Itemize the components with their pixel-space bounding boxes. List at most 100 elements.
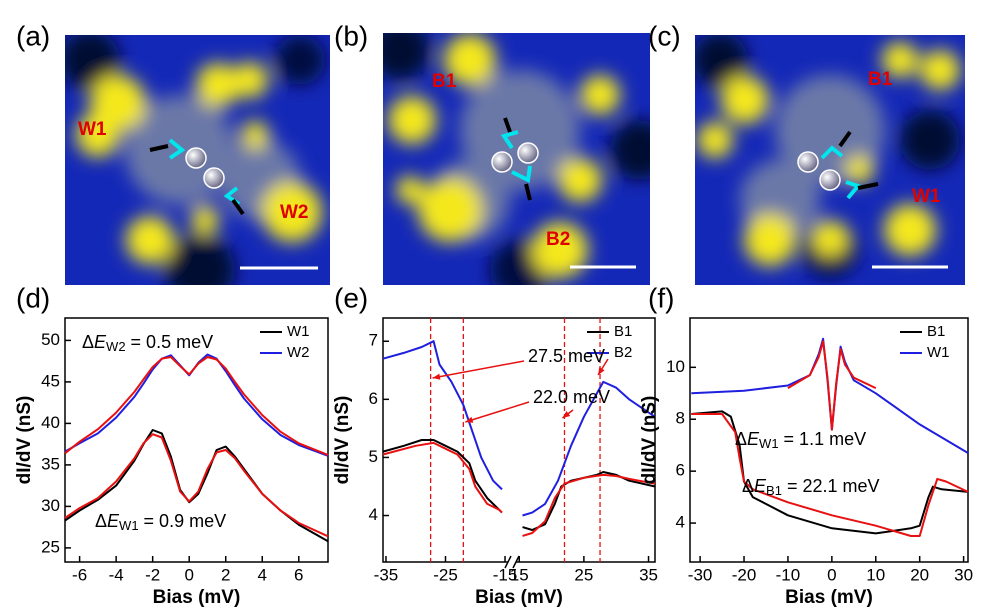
x-tick-label: 30 [954, 565, 973, 584]
legend-label: W2 [287, 344, 310, 361]
annotation-part: W1 [759, 436, 779, 451]
x-tick-label: 25 [574, 565, 593, 584]
annotation-part: B1 [766, 483, 782, 498]
annotation: ΔEW1 = 0.9 meV [95, 511, 226, 534]
x-tick-label: 35 [639, 565, 658, 584]
arrow-head [562, 411, 571, 418]
annotation-part: Δ [735, 429, 747, 449]
arrow [465, 401, 530, 423]
stm-image [383, 33, 650, 285]
site-label: B1 [868, 69, 893, 90]
annotation-part: W2 [106, 339, 126, 354]
panel-label: (a) [16, 20, 50, 51]
data-line [787, 340, 877, 431]
annotation-part: E [107, 511, 120, 531]
annotation-part: Δ [82, 332, 94, 352]
panel-label: (c) [648, 20, 681, 51]
data-line [382, 441, 656, 537]
annotation-part: Δ [95, 511, 107, 531]
annotation: ΔEB1 = 22.1 meV [742, 476, 880, 499]
arrow [432, 360, 525, 379]
legend-label: B2 [614, 344, 632, 361]
y-axis-label: dI/dV (nS) [639, 396, 660, 485]
panel-label: (f) [648, 282, 674, 313]
molecule-icon [149, 117, 879, 216]
plot-frame [689, 317, 969, 563]
x-tick-label: -15 [493, 565, 518, 584]
arrow-head [598, 367, 605, 375]
y-tick-label: 45 [41, 371, 60, 390]
arrow-head [432, 373, 441, 380]
y-tick-label: 7 [369, 331, 378, 350]
legend-label: W1 [287, 323, 310, 340]
y-tick-label: 6 [369, 389, 378, 408]
x-tick-label: 10 [866, 565, 885, 584]
annotation-part: W1 [119, 518, 139, 533]
x-tick-label: 2 [221, 565, 230, 584]
y-tick-label: 25 [41, 537, 60, 556]
axis-break [504, 555, 520, 569]
annotation-part: E [94, 332, 107, 352]
x-tick-label: -20 [732, 565, 757, 584]
y-tick-label: 4 [369, 505, 378, 524]
data-line [64, 353, 329, 457]
y-tick-label: 4 [676, 513, 685, 532]
panel-label: (e) [334, 282, 368, 313]
stm-image [65, 35, 330, 285]
y-tick-label: 10 [666, 357, 685, 376]
annotation: ΔEW2 = 0.5 meV [82, 332, 213, 355]
x-tick-label: 15 [510, 565, 529, 584]
annotation-part: = 22.1 meV [782, 476, 880, 496]
panel-label: (d) [16, 282, 50, 313]
panel-label: (b) [334, 20, 368, 51]
annotation-part: = 0.5 meV [126, 332, 214, 352]
x-axis-label: Bias (mV) [475, 587, 563, 608]
annotation: 22.0 meV [533, 387, 610, 407]
y-tick-label: 8 [676, 409, 685, 428]
x-tick-label: 0 [184, 565, 193, 584]
legend-label: B1 [927, 323, 945, 340]
site-label: B2 [546, 229, 570, 250]
y-tick-label: 30 [41, 496, 60, 515]
stm-image [695, 35, 965, 285]
axis-break [508, 558, 516, 566]
annotation: ΔEW1 = 1.1 meV [735, 429, 866, 452]
legend-label: B1 [614, 323, 632, 340]
x-tick-label: -2 [145, 565, 160, 584]
x-tick-label: -25 [433, 565, 458, 584]
y-axis-label: dI/dV (nS) [332, 396, 353, 485]
x-tick-label: -10 [776, 565, 801, 584]
x-tick-label: -6 [72, 565, 87, 584]
x-tick-label: 6 [294, 565, 303, 584]
x-tick-label: -4 [109, 565, 124, 584]
annotation-part: = 0.9 meV [139, 511, 227, 531]
x-tick-label: -35 [374, 565, 399, 584]
data-line [691, 410, 969, 535]
annotation-part: E [747, 429, 760, 449]
site-label: B1 [432, 71, 457, 92]
data-line [382, 340, 656, 517]
annotation: 27.5 meV [528, 346, 605, 366]
data-line [64, 433, 329, 538]
site-label: W1 [912, 186, 941, 207]
site-label: W2 [280, 202, 309, 223]
arrow-head [465, 416, 474, 423]
x-tick-label: 0 [827, 565, 836, 584]
legend-label: W1 [927, 344, 950, 361]
data-line [382, 439, 656, 531]
x-tick-label: -30 [688, 565, 713, 584]
x-axis-label: Bias (mV) [153, 587, 241, 608]
y-axis-label: dI/dV (nS) [14, 396, 35, 485]
y-tick-label: 50 [41, 330, 60, 349]
data-line [691, 413, 969, 537]
x-axis-label: Bias (mV) [785, 587, 873, 608]
annotation-part: E [754, 476, 767, 496]
x-tick-label: 20 [910, 565, 929, 584]
y-tick-label: 35 [41, 454, 60, 473]
y-tick-label: 40 [41, 413, 60, 432]
y-tick-label: 5 [369, 447, 378, 466]
x-tick-label: 4 [258, 565, 267, 584]
plot-frame [64, 317, 329, 563]
data-line [64, 356, 329, 456]
